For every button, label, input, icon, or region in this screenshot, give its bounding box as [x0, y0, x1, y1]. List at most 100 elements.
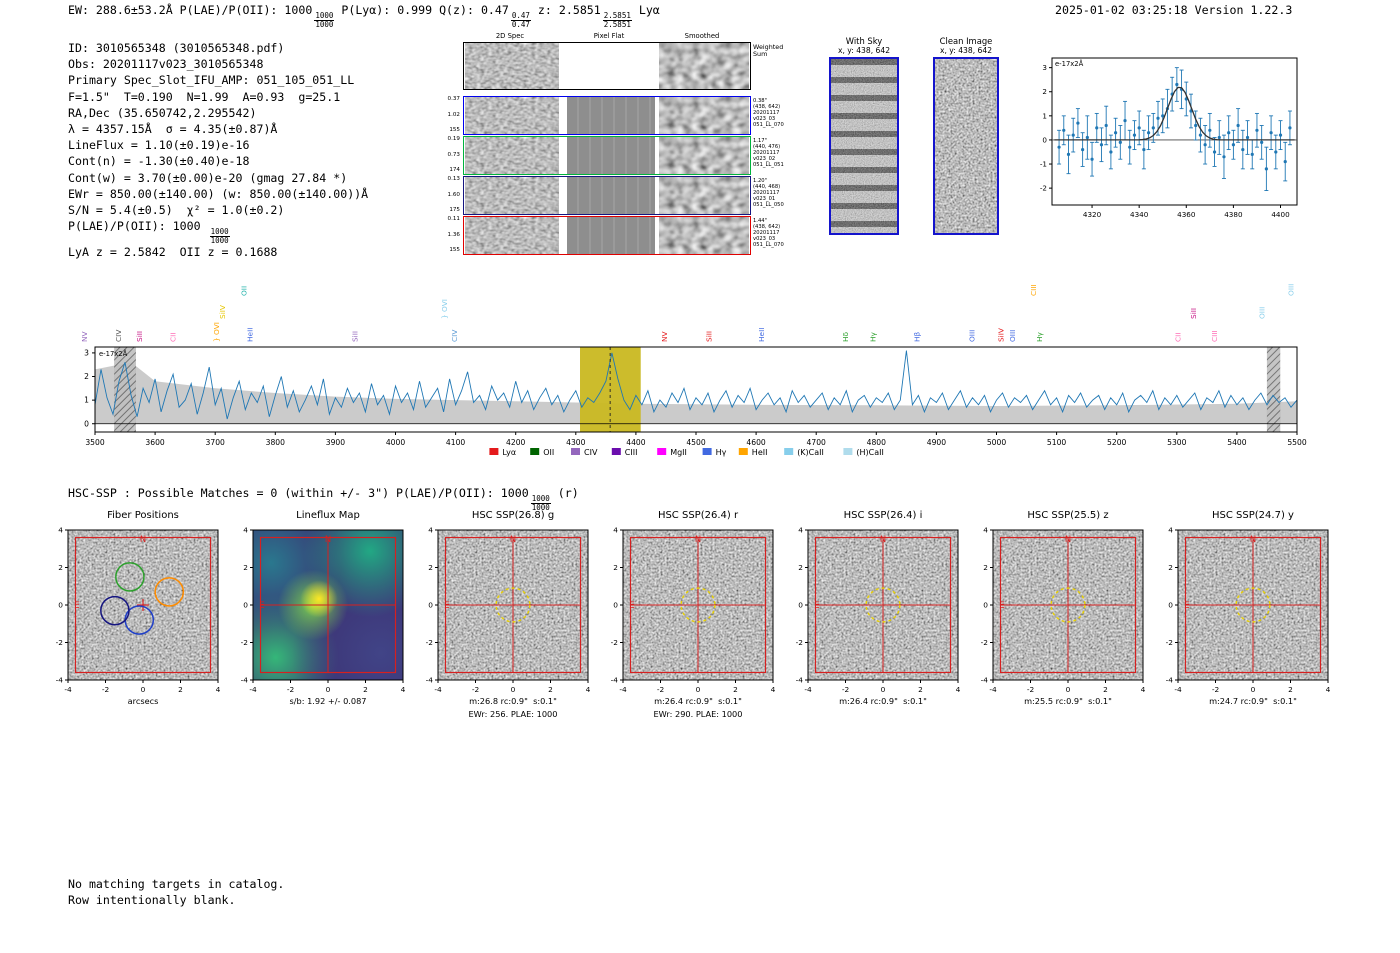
tick-label: 3900: [326, 438, 345, 447]
tick-label: -4: [796, 676, 804, 685]
legend-label: CIV: [584, 448, 598, 457]
spectrum-trace: [94, 350, 1298, 420]
emission-line-label: SiII: [1189, 308, 1198, 319]
compass-north: N: [1250, 534, 1256, 544]
fraction-top: 2.5851: [602, 11, 632, 21]
tick-label: 2: [428, 563, 433, 572]
weight-value: 155: [449, 127, 460, 133]
tick-label: 5400: [1227, 438, 1246, 447]
tick-label: 2: [363, 685, 368, 694]
legend-swatch: [530, 448, 540, 455]
tick-label: 2: [84, 372, 89, 381]
tick-label: 4340: [1130, 210, 1149, 219]
fiber-id-line: 0.38": [753, 98, 767, 104]
fiber-id-line: 1.44": [753, 218, 767, 224]
tick-label: 4: [1141, 685, 1146, 694]
tick-label: 1: [84, 396, 89, 405]
data-point: [1142, 147, 1146, 152]
data-point: [1231, 143, 1235, 147]
compass-east: E: [259, 600, 264, 610]
data-point: [1062, 128, 1066, 132]
info-line: P(LAE)/P(OII): 1000 1000 1000: [68, 218, 368, 244]
data-point: [1227, 131, 1231, 135]
info-line: λ = 4357.15Å σ = 4.35(±0.87)Å: [68, 122, 278, 137]
data-point: [1255, 128, 1259, 132]
cutout-image: [465, 97, 559, 134]
tick-label: 4320: [1083, 210, 1102, 219]
data-point: [1264, 167, 1268, 171]
data-point: [1269, 131, 1273, 135]
tick-label: 5000: [987, 438, 1006, 447]
clean-image-title: Clean Image: [939, 36, 993, 46]
data-point: [1156, 116, 1160, 120]
fiber-circle: [100, 595, 130, 626]
legend-swatch: [702, 448, 712, 455]
legend-swatch: [571, 448, 580, 455]
emission-line-label: Hγ: [1035, 331, 1044, 342]
hsc-matches-text: HSC-SSP : Possible Matches = 0 (within +…: [68, 486, 529, 500]
fiber-id-label: 1.17" (440, 476) 20201117 v023_02 051_LL_051: [753, 138, 784, 168]
fiber-row: [463, 216, 751, 255]
info-block: ID: 3010565348 (3010565348.pdf) Obs: 2020…: [68, 40, 368, 260]
fraction-top: 1000: [530, 494, 551, 504]
cutout-image: [659, 137, 749, 174]
fiber-weights-label: 0.11 1.36 155: [447, 216, 460, 253]
weight-value: 0.19: [447, 136, 460, 142]
fiber-row: [463, 96, 751, 135]
fraction: 1000 1000: [209, 228, 230, 244]
tick-label: 4500: [686, 438, 705, 447]
compass-east: E: [629, 600, 634, 610]
data-point: [1066, 152, 1071, 156]
emission-line-label: Hγ: [869, 331, 878, 342]
info-line: Obs: 20201117v023_3010565348: [68, 57, 264, 72]
tick-label: -2: [1040, 184, 1047, 193]
tick-label: 0: [1042, 135, 1047, 144]
fiber-id-line: 1.17": [753, 138, 767, 144]
data-point: [1076, 121, 1080, 125]
emission-line-label: SiIV: [997, 328, 1006, 342]
pixel-flat-cell: [567, 97, 655, 134]
emission-line-label: OIII: [1008, 330, 1017, 342]
legend-label: (H)CaII: [856, 448, 883, 457]
qz-fraction: 0.47 0.47: [510, 12, 531, 28]
tick-label: 0: [84, 419, 89, 428]
weight-value: 1.02: [447, 111, 460, 118]
tick-label: 0: [983, 601, 988, 610]
tick-label: 0: [696, 685, 701, 694]
weight-value: 0.37: [447, 96, 460, 102]
emission-line-label: NV: [660, 331, 669, 342]
line-fit-svg: 4320 4340 4360 4380 4400 -2 -1 0 1 2 3 e-17x2Å: [1040, 57, 1298, 219]
aperture-circle: [1235, 587, 1271, 623]
cutout-image: [465, 137, 559, 174]
cutout-image: [465, 43, 559, 89]
fiber-id-line: v023_01: [753, 196, 776, 202]
emission-line-label: CIV: [114, 330, 123, 342]
panel-title: HSC SSP(26.8) g: [471, 510, 555, 521]
column-header: Smoothed: [684, 32, 720, 40]
tick-label: 5300: [1167, 438, 1186, 447]
data-point: [1081, 147, 1085, 152]
fiber-id-line: 051_LL_070: [753, 242, 784, 248]
compass-north: N: [325, 534, 331, 544]
data-point: [1109, 150, 1113, 154]
with-sky-image: [829, 57, 899, 235]
panel-title: HSC SSP(26.4) i: [843, 510, 923, 521]
tick-label: 5100: [1047, 438, 1066, 447]
fraction-bottom: 2.5851: [603, 19, 631, 29]
tick-label: 5200: [1107, 438, 1126, 447]
shape: [659, 217, 749, 254]
data-point: [1236, 123, 1240, 128]
compass-east: E: [74, 600, 79, 610]
full-spectrum-svg: 3500 3600 3700 3800 3900 4000 4100 4200 4300 4400…: [80, 284, 1307, 457]
tick-label: -4: [611, 676, 619, 685]
data-point: [1260, 140, 1264, 144]
tick-label: 2: [1103, 685, 1108, 694]
clean-image-panel: Clean Image x, y: 438, 642: [924, 36, 1008, 235]
fiber-circle: [115, 562, 145, 592]
emission-line-label: SiII: [135, 331, 144, 342]
panel-caption: m:24.7 rc:0.9" s:0.1": [1209, 696, 1297, 706]
panel-caption: m:26.4 rc:0.9" s:0.1": [654, 696, 742, 706]
